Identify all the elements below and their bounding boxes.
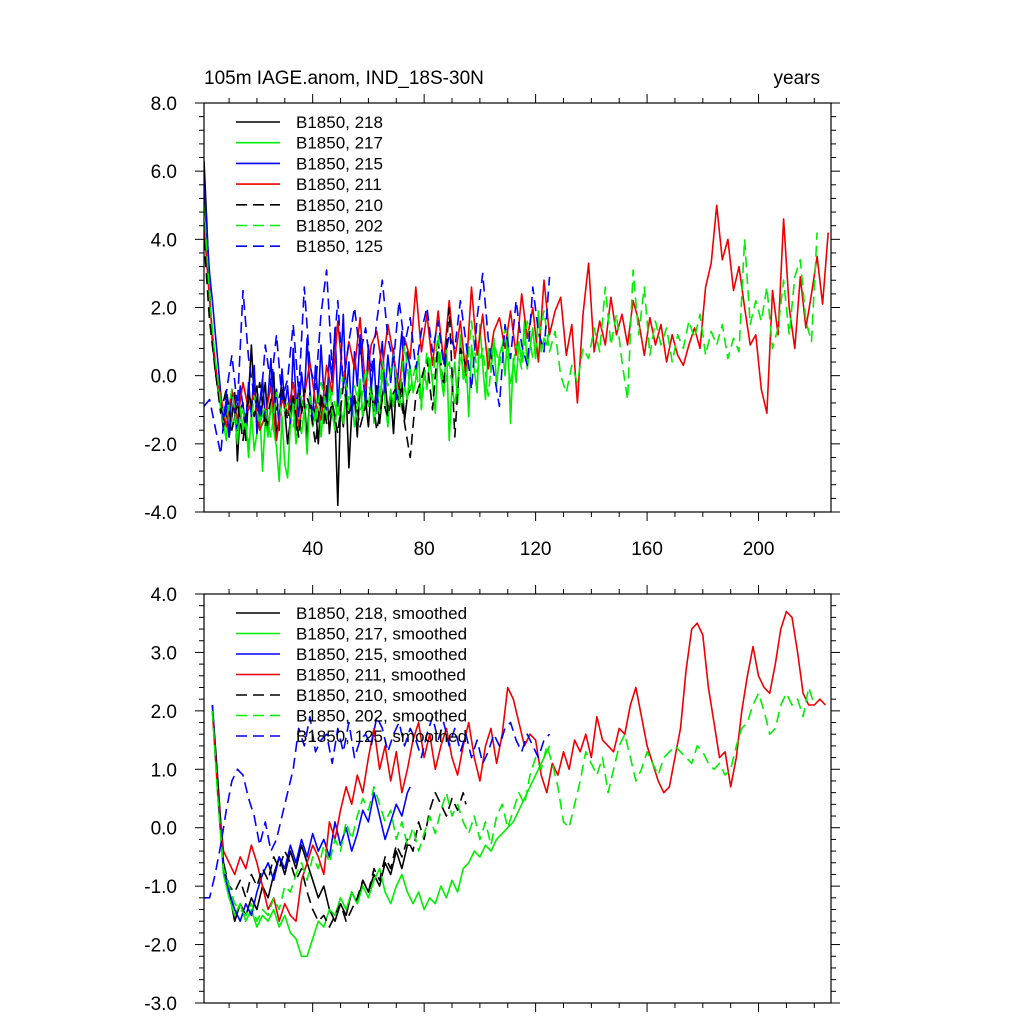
legend-label: B1850, 215: [296, 154, 383, 173]
series-line-3: [211, 610, 826, 923]
y-tick-label: 6.0: [151, 162, 177, 183]
legend-label: B1850, 217: [296, 134, 383, 153]
series-line-5: [204, 205, 818, 445]
y-tick-label: 4.0: [151, 230, 177, 251]
legend-label: B1850, 218, smoothed: [296, 604, 467, 623]
plot-frame: [203, 593, 832, 1004]
chart-title-left: 105m IAGE.anom, IND_18S-30N: [204, 68, 484, 89]
y-tick-label: 3.0: [151, 643, 177, 664]
x-tick-label: 80: [414, 539, 435, 560]
y-tick-label: -3.0: [144, 994, 177, 1015]
top-panel: 40 80 120 160 200 -4.0 -2.0 0.0 2.0 4.0 6.0 8.0 B185…: [144, 94, 840, 560]
y-tick-label: -2.0: [144, 936, 177, 957]
x-tick-label: 200: [743, 539, 775, 560]
legend-label: B1850, 210: [296, 196, 383, 215]
legend-label: B1850, 202: [296, 217, 383, 236]
plot-area: [204, 160, 829, 507]
series-line-1: [211, 710, 551, 958]
x-tick-label: 160: [631, 539, 663, 560]
y-tick-label: -4.0: [144, 503, 177, 524]
bottom-panel: -3.0 -2.0 -1.0 0.0 1.0 2.0 3.0 4.0 B1850, 218, s…: [144, 585, 840, 1015]
y-tick-label: -2.0: [144, 435, 177, 456]
legend-label: B1850, 210, smoothed: [296, 686, 467, 705]
legend-label: B1850, 218: [296, 113, 383, 132]
series-line-4: [204, 239, 467, 459]
x-tick-label: 120: [520, 539, 552, 560]
series-line-6: [204, 715, 551, 899]
series-line-5: [211, 686, 816, 923]
y-tick-label: 4.0: [151, 585, 177, 606]
plot-area: [204, 610, 826, 958]
series-line-2: [211, 704, 411, 923]
series-line-3: [204, 204, 829, 442]
series-line-6: [204, 269, 551, 455]
y-tick-label: 2.0: [151, 702, 177, 723]
y-tick-label: 0.0: [151, 819, 177, 840]
y-tick-label: 8.0: [151, 94, 177, 115]
legend-label: B1850, 211: [296, 175, 382, 194]
y-tick-label: 2.0: [151, 299, 177, 320]
legend-label: B1850, 202, smoothed: [296, 707, 467, 726]
y-tick-label: 0.0: [151, 367, 177, 388]
y-tick-label: -1.0: [144, 877, 177, 898]
legend-label: B1850, 125: [296, 237, 383, 256]
series-line-4: [211, 710, 467, 928]
y-tick-label: 1.0: [151, 760, 177, 781]
legend-label: B1850, 211, smoothed: [296, 666, 466, 685]
legend-label: B1850, 215, smoothed: [296, 645, 467, 664]
x-tick-label: 40: [302, 539, 323, 560]
chart-title-right: years: [774, 68, 820, 89]
legend-label: B1850, 217, smoothed: [296, 625, 467, 644]
legend-label: B1850, 125, smoothed: [296, 727, 467, 746]
